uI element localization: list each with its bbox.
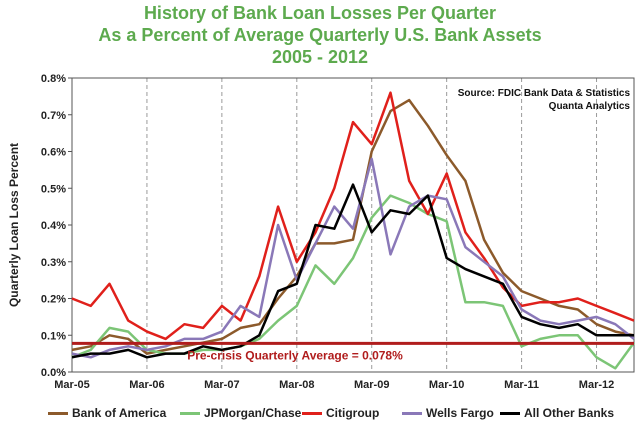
- y-tick-label: 0.0%: [41, 367, 66, 379]
- legend-item: Wells Fargo: [402, 404, 494, 422]
- legend-swatch: [402, 411, 422, 415]
- x-tick-label: Mar-09: [354, 379, 389, 391]
- legend-item: Citigroup: [302, 404, 379, 422]
- series-line-all-other-banks: [71, 183, 634, 359]
- pre-crisis-average-label: Pre-crisis Quarterly Average = 0.078%: [187, 348, 403, 362]
- legend-swatch: [48, 411, 68, 415]
- legend-swatch: [180, 411, 200, 415]
- legend-label: Citigroup: [326, 406, 380, 420]
- legend-label: Bank of America: [72, 406, 167, 420]
- legend-item: JPMorgan/Chase: [180, 404, 301, 422]
- legend-swatch: [302, 411, 322, 415]
- series-line-bank-of-america: [71, 98, 635, 355]
- y-tick-label: 0.7%: [41, 110, 66, 122]
- y-tick-label: 0.4%: [41, 220, 66, 232]
- legend-label: All Other Banks: [524, 406, 615, 420]
- y-tick-label: 0.2%: [41, 294, 66, 306]
- y-tick-label: 0.5%: [41, 183, 66, 195]
- x-tick-label: Mar-07: [204, 379, 239, 391]
- x-tick-label: Mar-11: [504, 379, 539, 391]
- grid-lines: [146, 78, 598, 372]
- y-tick-label: 0.6%: [41, 147, 66, 159]
- chart-legend: Bank of America JPMorgan/Chase Citigroup We…: [0, 404, 640, 422]
- x-tick-label: Mar-05: [54, 379, 89, 391]
- legend-label: JPMorgan/Chase: [204, 406, 302, 420]
- y-axis-label: Quarterly Loan Loss Percent: [7, 143, 21, 307]
- source-note-2: Quanta Analytics: [549, 101, 631, 112]
- legend-item: All Other Banks: [500, 404, 614, 422]
- y-tick-label: 0.8%: [41, 73, 66, 85]
- chart-title: History of Bank Loan Losses Per Quarter: [143, 3, 497, 23]
- x-tick-label: Mar-08: [279, 379, 314, 391]
- y-tick-label: 0.1%: [41, 330, 66, 342]
- chart-subtitle-years: 2005 - 2012: [271, 47, 369, 67]
- source-note: Source: FDIC Bank Data & Statistics: [458, 88, 631, 99]
- series-line-citigroup: [71, 91, 635, 341]
- series-line-wells-fargo: [71, 157, 635, 359]
- y-axis-ticks: 0.0% 0.1% 0.2% 0.3% 0.4% 0.5% 0.6% 0.7% 0.8%: [41, 73, 72, 379]
- y-tick-label: 0.3%: [41, 257, 66, 269]
- series-lines: [71, 91, 636, 370]
- legend-swatch: [500, 411, 520, 415]
- x-tick-label: Mar-10: [429, 379, 464, 391]
- chart-titles: History of Bank Loan Losses Per Quarter …: [0, 2, 640, 68]
- legend-item: Bank of America: [48, 404, 166, 422]
- x-tick-label: Mar-06: [129, 379, 164, 391]
- x-tick-label: Mar-12: [579, 379, 614, 391]
- chart-subtitle: As a Percent of Average Quarterly U.S. B…: [98, 25, 542, 45]
- x-axis-ticks: Mar-05 Mar-06 Mar-07 Mar-08 Mar-09 Mar-10 Mar-…: [54, 379, 614, 391]
- legend-label: Wells Fargo: [426, 406, 494, 420]
